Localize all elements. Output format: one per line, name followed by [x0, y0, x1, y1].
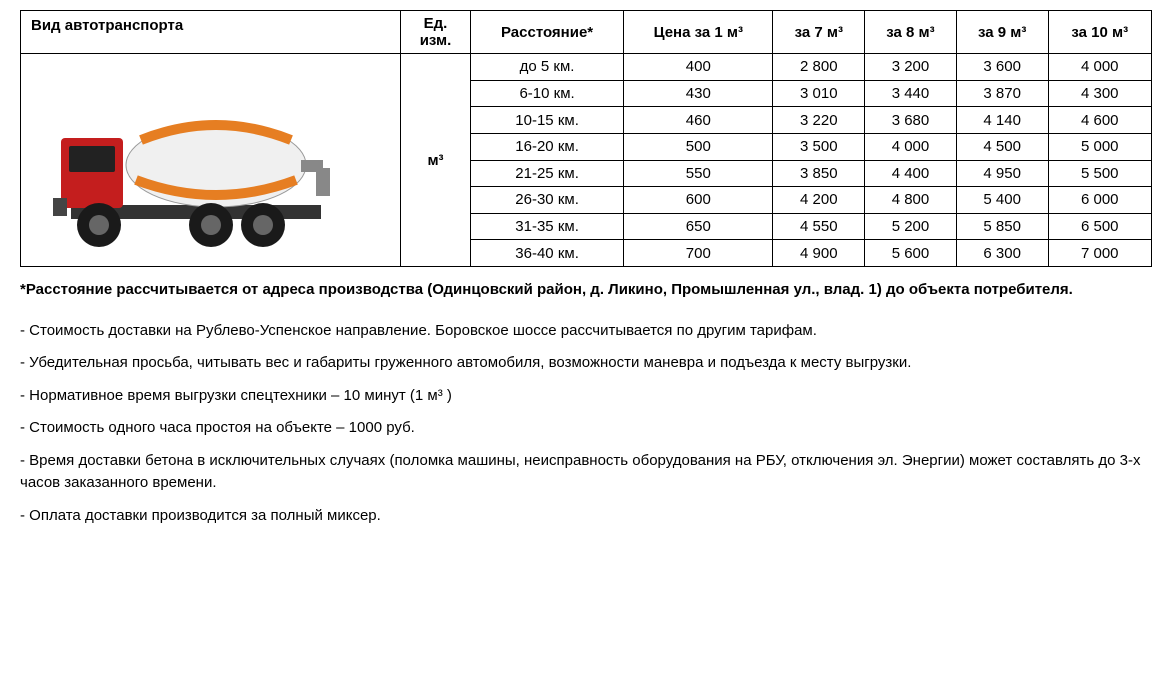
price-cell: 4 800 [865, 187, 957, 214]
distance-cell: 36-40 км. [471, 240, 624, 267]
price-cell: 5 000 [1048, 133, 1151, 160]
price-cell: 4 950 [956, 160, 1048, 187]
price-cell: 3 440 [865, 80, 957, 107]
price-cell: 4 000 [865, 133, 957, 160]
price-cell: 5 600 [865, 240, 957, 267]
distance-footnote: *Расстояние рассчитывается от адреса про… [20, 279, 1152, 302]
price-cell: 5 200 [865, 213, 957, 240]
vehicle-type-cell [21, 54, 401, 267]
distance-cell: 16-20 км. [471, 133, 624, 160]
price-cell: 3 200 [865, 54, 957, 81]
header-vehicle: Вид автотранспорта [21, 11, 401, 54]
price-cell: 460 [624, 107, 773, 134]
price-cell: 4 000 [1048, 54, 1151, 81]
note-item: Время доставки бетона в исключительных с… [20, 450, 1152, 495]
distance-cell: 6-10 км. [471, 80, 624, 107]
price-cell: 3 500 [773, 133, 865, 160]
price-cell: 650 [624, 213, 773, 240]
price-cell: 400 [624, 54, 773, 81]
header-unit: Ед. изм. [401, 11, 471, 54]
price-cell: 3 010 [773, 80, 865, 107]
price-cell: 4 500 [956, 133, 1048, 160]
note-item: Стоимость доставки на Рублево-Успенское … [20, 320, 1152, 343]
unit-cell: м³ [401, 54, 471, 267]
price-cell: 5 400 [956, 187, 1048, 214]
price-cell: 700 [624, 240, 773, 267]
price-cell: 5 500 [1048, 160, 1151, 187]
price-cell: 7 000 [1048, 240, 1151, 267]
price-cell: 3 850 [773, 160, 865, 187]
price-cell: 6 500 [1048, 213, 1151, 240]
note-item: Стоимость одного часа простоя на объекте… [20, 417, 1152, 440]
header-distance: Расстояние* [471, 11, 624, 54]
distance-cell: 21-25 км. [471, 160, 624, 187]
note-item: Убедительная просьба, читывать вес и габ… [20, 352, 1152, 375]
price-cell: 500 [624, 133, 773, 160]
price-cell: 4 300 [1048, 80, 1151, 107]
notes-list: Стоимость доставки на Рублево-Успенское … [20, 320, 1152, 528]
header-price-10m3: за 10 м³ [1048, 11, 1151, 54]
price-cell: 600 [624, 187, 773, 214]
price-cell: 4 140 [956, 107, 1048, 134]
header-price-9m3: за 9 м³ [956, 11, 1048, 54]
table-row: м³до 5 км.4002 8003 2003 6004 000 [21, 54, 1152, 81]
price-cell: 6 300 [956, 240, 1048, 267]
distance-cell: 26-30 км. [471, 187, 624, 214]
price-cell: 4 600 [1048, 107, 1151, 134]
price-cell: 550 [624, 160, 773, 187]
distance-cell: 10-15 км. [471, 107, 624, 134]
price-cell: 4 200 [773, 187, 865, 214]
price-cell: 430 [624, 80, 773, 107]
header-price-1m3: Цена за 1 м³ [624, 11, 773, 54]
note-item: Нормативное время выгрузки спецтехники –… [20, 385, 1152, 408]
note-item: Оплата доставки производится за полный м… [20, 505, 1152, 528]
price-cell: 4 550 [773, 213, 865, 240]
header-price-7m3: за 7 м³ [773, 11, 865, 54]
concrete-mixer-truck-icon [41, 90, 341, 250]
price-cell: 5 850 [956, 213, 1048, 240]
distance-cell: 31-35 км. [471, 213, 624, 240]
price-cell: 2 800 [773, 54, 865, 81]
price-cell: 3 870 [956, 80, 1048, 107]
distance-cell: до 5 км. [471, 54, 624, 81]
price-cell: 3 220 [773, 107, 865, 134]
price-cell: 3 600 [956, 54, 1048, 81]
pricing-table: Вид автотранспорта Ед. изм. Расстояние* … [20, 10, 1152, 267]
price-cell: 4 400 [865, 160, 957, 187]
price-cell: 4 900 [773, 240, 865, 267]
header-price-8m3: за 8 м³ [865, 11, 957, 54]
price-cell: 3 680 [865, 107, 957, 134]
price-cell: 6 000 [1048, 187, 1151, 214]
